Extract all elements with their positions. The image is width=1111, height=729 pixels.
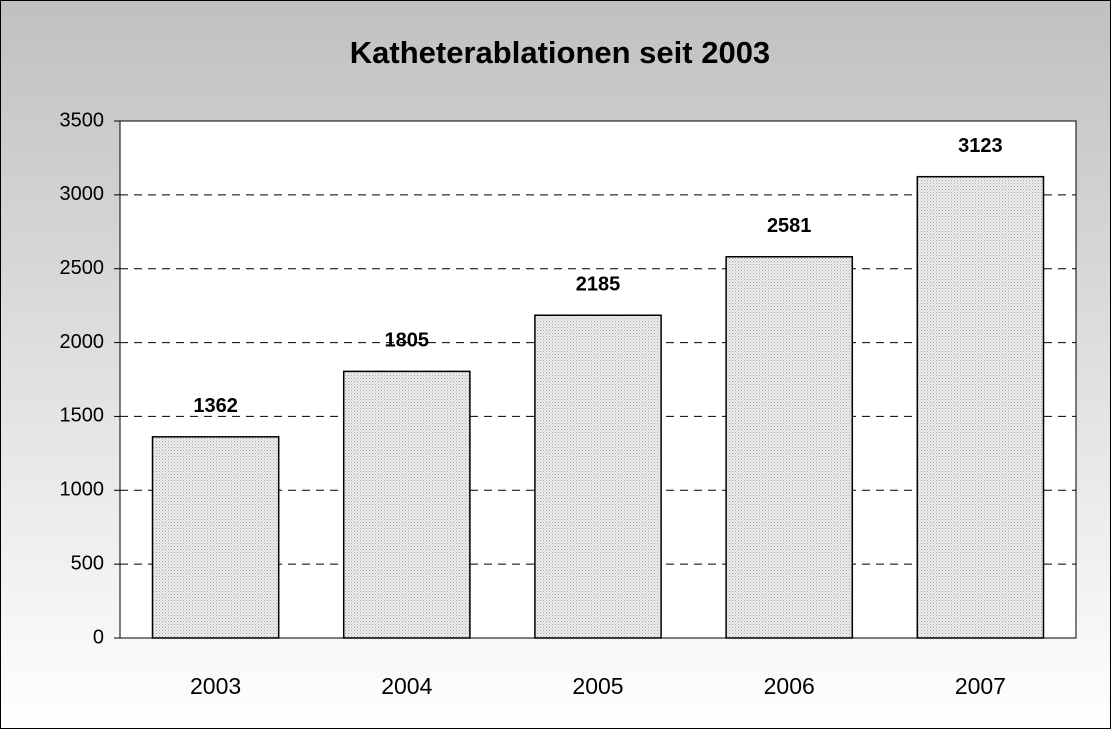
bar-texture (344, 372, 469, 637)
data-label: 1805 (385, 330, 430, 352)
y-tick-label: 2500 (60, 257, 105, 279)
y-tick-label: 1000 (60, 479, 105, 501)
y-tick-label: 3000 (60, 183, 105, 205)
data-label: 2581 (767, 215, 812, 237)
y-tick-label: 0 (93, 626, 104, 648)
bar-texture (535, 316, 661, 637)
data-label: 3123 (958, 135, 1003, 157)
data-label: 1362 (193, 395, 238, 417)
y-tick-label: 2000 (60, 331, 105, 353)
bar-texture (918, 177, 1043, 637)
x-tick-label: 2005 (572, 673, 623, 699)
chart-title: Katheterablationen seit 2003 (350, 35, 770, 70)
x-tick-label: 2003 (190, 673, 241, 699)
x-tick-label: 2007 (955, 673, 1006, 699)
bar-texture (153, 437, 278, 637)
y-tick-label: 1500 (60, 405, 105, 427)
data-label: 2185 (576, 274, 621, 296)
x-tick-label: 2004 (381, 673, 432, 699)
y-tick-label: 500 (71, 552, 104, 574)
x-tick-label: 2006 (764, 673, 815, 699)
plot-border (119, 120, 1077, 639)
y-tick-label: 3500 (60, 109, 105, 131)
bar-texture (727, 257, 852, 637)
